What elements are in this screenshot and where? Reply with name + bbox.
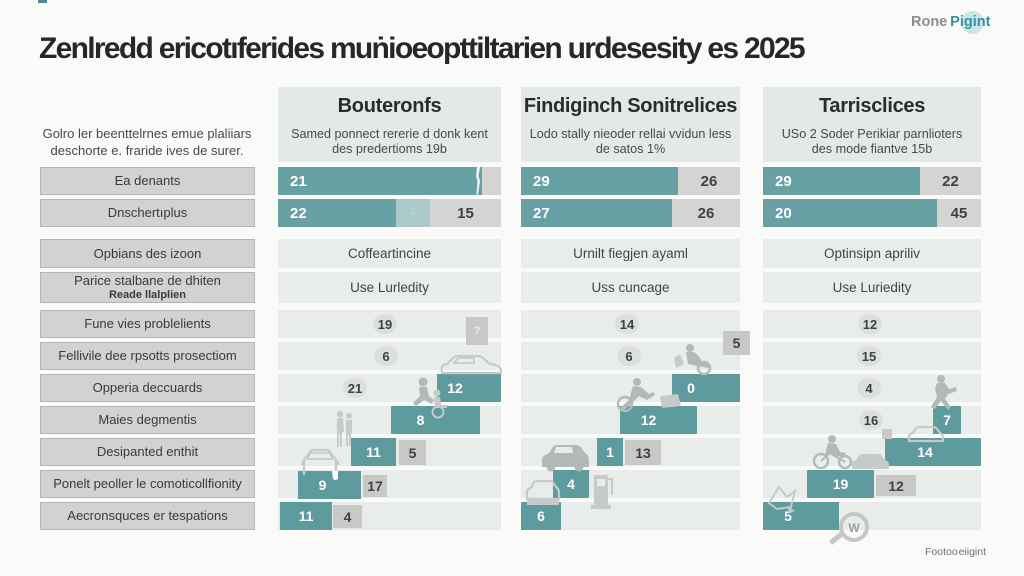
svg-text:W: W [848, 521, 860, 535]
